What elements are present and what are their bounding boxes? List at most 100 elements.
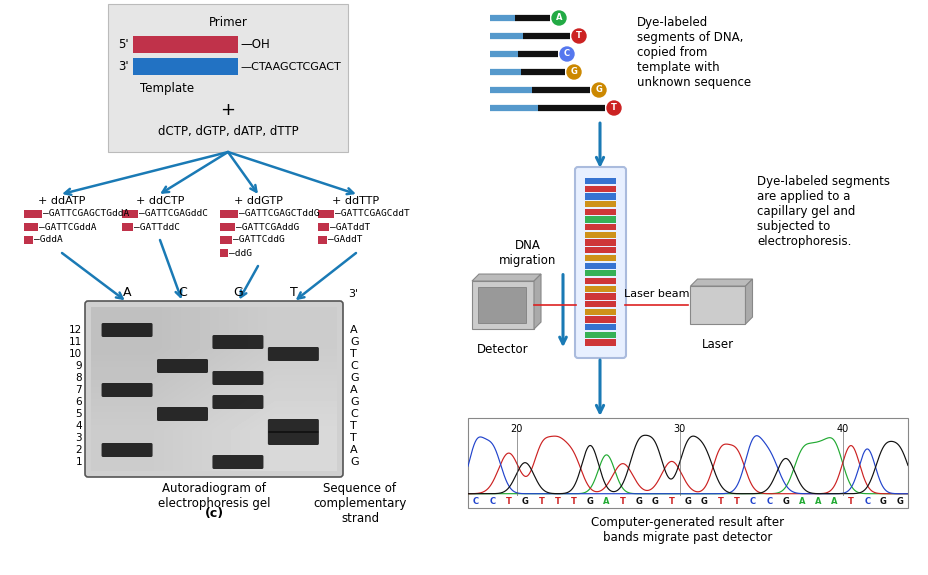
Bar	[585, 178, 615, 185]
FancyBboxPatch shape	[213, 371, 264, 385]
Text: T: T	[847, 497, 853, 507]
Text: G: G	[684, 497, 690, 507]
Bar	[585, 339, 615, 346]
Bar	[585, 239, 615, 246]
Text: —GATTCGAGCTddG: —GATTCGAGCTddG	[238, 209, 319, 218]
Bar	[585, 301, 615, 307]
Text: T: T	[538, 497, 544, 507]
Text: 3': 3'	[348, 289, 357, 299]
Text: A: A	[602, 497, 609, 507]
Text: A: A	[555, 13, 561, 22]
Text: —GAddT: —GAddT	[328, 236, 362, 244]
Text: T: T	[290, 286, 297, 299]
Text: (c): (c)	[204, 507, 224, 520]
Text: T: T	[350, 349, 356, 359]
Circle shape	[566, 65, 580, 79]
Bar	[585, 186, 615, 192]
Text: C: C	[489, 497, 495, 507]
Text: A: A	[350, 325, 357, 335]
Bar	[585, 201, 615, 208]
Circle shape	[606, 101, 620, 115]
Text: A: A	[350, 445, 357, 455]
Text: —GddA: —GddA	[34, 236, 63, 244]
Bar	[317, 210, 334, 218]
Bar	[24, 223, 38, 231]
Text: G: G	[350, 457, 358, 467]
Bar	[133, 36, 238, 53]
Text: T: T	[611, 104, 616, 113]
Text: C: C	[766, 497, 772, 507]
Circle shape	[591, 83, 605, 97]
Bar	[690, 286, 744, 324]
Text: T: T	[619, 497, 625, 507]
Text: 4: 4	[75, 421, 82, 431]
Bar	[585, 309, 615, 315]
Text: Template: Template	[140, 82, 194, 95]
Bar	[468, 418, 907, 508]
Text: dCTP, dGTP, dATP, dTTP: dCTP, dGTP, dATP, dTTP	[158, 125, 298, 139]
Text: A: A	[798, 497, 805, 507]
Text: —OH: —OH	[239, 39, 269, 52]
Bar	[585, 293, 615, 300]
Text: —GATddT: —GATddT	[329, 223, 370, 232]
Text: —CTAAGCTCGACT: —CTAAGCTCGACT	[239, 62, 341, 72]
Text: —GATTddC: —GATTddC	[134, 223, 180, 232]
Text: T: T	[733, 497, 739, 507]
FancyBboxPatch shape	[101, 383, 152, 397]
FancyBboxPatch shape	[157, 407, 208, 421]
Bar	[24, 210, 42, 218]
Text: + ddATP: + ddATP	[38, 196, 85, 206]
Text: Detector: Detector	[477, 343, 528, 356]
Text: G: G	[350, 337, 358, 347]
FancyBboxPatch shape	[84, 301, 342, 477]
Text: 20: 20	[510, 424, 522, 434]
FancyBboxPatch shape	[267, 431, 318, 445]
Bar	[585, 278, 615, 284]
Bar	[220, 236, 232, 244]
Polygon shape	[534, 274, 540, 329]
Text: C: C	[863, 497, 870, 507]
Text: T: T	[350, 433, 356, 443]
Text: 9: 9	[75, 361, 82, 371]
Bar	[317, 236, 327, 244]
Text: + ddCTP: + ddCTP	[135, 196, 184, 206]
Text: T: T	[554, 497, 560, 507]
Text: —GATTCGAGddC: —GATTCGAGddC	[139, 209, 208, 218]
Bar	[585, 247, 615, 254]
Text: G: G	[595, 86, 601, 94]
Text: A: A	[814, 497, 820, 507]
Text: 5: 5	[75, 409, 82, 419]
Text: T: T	[717, 497, 723, 507]
FancyBboxPatch shape	[213, 455, 264, 469]
Text: 12: 12	[69, 325, 82, 335]
Text: 2: 2	[75, 445, 82, 455]
Text: G: G	[350, 397, 358, 407]
Circle shape	[572, 29, 586, 43]
Circle shape	[560, 47, 574, 61]
Text: G: G	[635, 497, 642, 507]
Bar	[585, 209, 615, 215]
Text: T: T	[571, 497, 576, 507]
Text: Primer: Primer	[209, 16, 247, 29]
Bar	[585, 332, 615, 338]
Text: 3': 3'	[118, 60, 128, 74]
Bar	[220, 223, 235, 231]
Bar	[585, 255, 615, 261]
Text: C: C	[350, 409, 357, 419]
Text: G: G	[570, 67, 577, 76]
Bar	[220, 249, 227, 257]
Text: + ddGTP: + ddGTP	[233, 196, 282, 206]
Text: G: G	[521, 497, 528, 507]
Text: G: G	[233, 286, 242, 299]
Bar	[585, 316, 615, 323]
Text: —GATTCGAGCTGddA: —GATTCGAGCTGddA	[43, 209, 129, 218]
Text: —ddG: —ddG	[229, 248, 251, 258]
Bar	[317, 223, 329, 231]
FancyBboxPatch shape	[213, 335, 264, 349]
FancyBboxPatch shape	[213, 395, 264, 409]
Text: A: A	[122, 286, 131, 299]
Bar	[585, 224, 615, 231]
Text: G: G	[700, 497, 707, 507]
FancyBboxPatch shape	[101, 323, 152, 337]
Text: C: C	[178, 286, 187, 299]
